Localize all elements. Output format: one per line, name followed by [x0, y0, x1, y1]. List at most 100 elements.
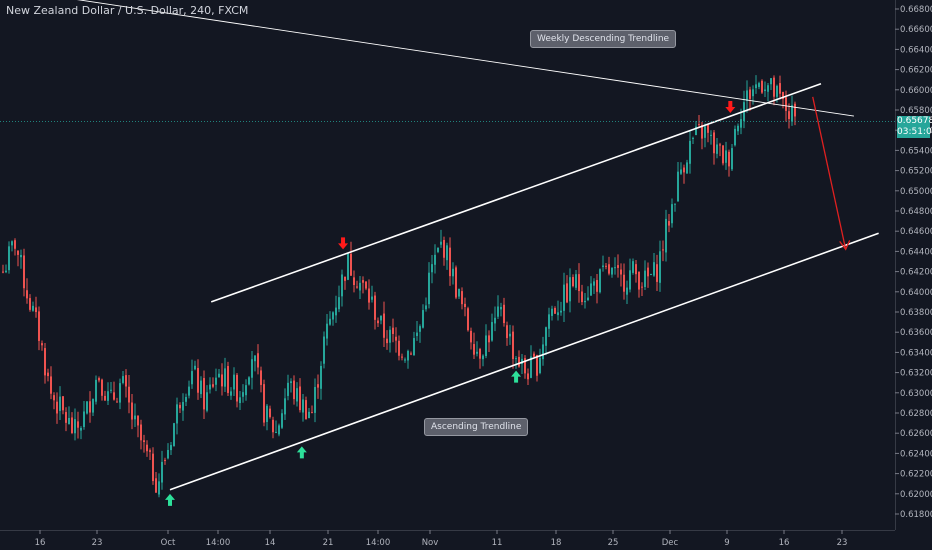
candle-body — [98, 378, 100, 381]
candle-body — [170, 445, 172, 451]
candle-body — [236, 374, 238, 402]
x-tick-label: 16 — [779, 538, 790, 548]
candle-body — [305, 400, 307, 420]
candle-body — [344, 276, 346, 281]
candle-body — [773, 77, 775, 97]
candle-body — [638, 271, 640, 290]
candle-body — [569, 277, 571, 302]
candle-body — [233, 374, 235, 390]
current-price-tag: 0.65678 — [897, 116, 932, 127]
candle-body — [512, 331, 514, 360]
y-tick-label: 0.66800 — [900, 5, 932, 15]
candle-body — [686, 162, 688, 174]
candle-body — [293, 380, 295, 400]
candle-body — [347, 252, 349, 280]
candle-body — [221, 374, 223, 387]
candle-body — [749, 89, 751, 99]
candle-body — [725, 150, 727, 163]
y-tick-label: 0.66400 — [900, 45, 932, 55]
candle-body — [644, 270, 646, 287]
trendlines-layer[interactable] — [5, 0, 879, 491]
candle-body — [104, 395, 106, 401]
x-tick-label: Oct — [161, 538, 176, 548]
candle-body — [665, 218, 667, 253]
candle-body — [731, 148, 733, 170]
candle-body — [65, 412, 67, 423]
candle-body — [515, 358, 517, 360]
candle-body — [290, 381, 292, 384]
candle-body — [617, 265, 619, 268]
descending-trendline-label[interactable]: Weekly Descending Trendline — [530, 30, 677, 48]
x-tick-label: 18 — [551, 538, 562, 548]
candle-body — [587, 297, 589, 301]
candle-body — [59, 396, 61, 411]
candle-body — [608, 264, 610, 274]
candle-body — [38, 311, 40, 341]
candle-body — [497, 306, 499, 317]
candle-body — [272, 419, 274, 433]
candle-body — [5, 270, 7, 273]
y-tick-label: 0.63200 — [900, 369, 932, 379]
candle-body — [146, 444, 148, 452]
candle-body — [83, 411, 85, 427]
x-tick-label: 23 — [837, 538, 848, 548]
candle-body — [521, 358, 523, 365]
candle-body — [554, 308, 556, 314]
candle-body — [545, 327, 547, 346]
candle-body — [56, 401, 58, 414]
candle-body — [89, 401, 91, 413]
y-tick-label: 0.63600 — [900, 328, 932, 338]
y-tick-label: 0.65200 — [900, 167, 932, 177]
y-tick-label: 0.62800 — [900, 409, 932, 419]
x-tick-label: Nov — [422, 538, 439, 548]
candle-body — [194, 365, 196, 370]
candle-body — [455, 267, 457, 298]
candle-body — [722, 145, 724, 164]
y-tick-label: 0.62600 — [900, 429, 932, 439]
candle-body — [698, 124, 700, 126]
candle-body — [311, 412, 313, 414]
candle-body — [503, 304, 505, 324]
price-axis[interactable]: 0.66800 0.66600 0.66400 0.66200 0.66000 0.658… — [895, 5, 932, 520]
y-tick-label: 0.65000 — [900, 187, 932, 197]
candle-body — [29, 298, 31, 310]
candle-body — [635, 264, 637, 275]
candle-body — [137, 415, 139, 426]
candle-body — [380, 315, 382, 321]
candle-body — [326, 323, 328, 339]
y-tick-label: 0.62000 — [900, 490, 932, 500]
candle-body — [53, 395, 55, 401]
candle-body — [431, 264, 433, 273]
candle-body — [764, 89, 766, 91]
candle-body — [449, 247, 451, 277]
candle-body — [356, 286, 358, 288]
candle-body — [92, 399, 94, 413]
candle-body — [161, 461, 163, 483]
time-axis[interactable]: 16 23 Oct 14:00 14 21 14:00 Nov 11 18 25 Dec 9 16 23 — [35, 530, 848, 548]
candle-body — [116, 401, 118, 403]
candle-body — [269, 408, 271, 418]
candle-body — [506, 325, 508, 339]
candle-body — [320, 365, 322, 389]
candle-body — [275, 431, 277, 433]
down-arrow-marker — [725, 100, 736, 113]
y-tick-label: 0.63000 — [900, 389, 932, 399]
candle-body — [407, 350, 409, 361]
candle-body — [374, 295, 376, 320]
candle-body — [68, 417, 70, 425]
candle-body — [677, 171, 679, 202]
candle-body — [650, 274, 652, 276]
candle-body — [149, 450, 151, 452]
candle-body — [755, 84, 757, 89]
candle-body — [209, 384, 211, 390]
ascending-trendline-label[interactable]: Ascending Trendline — [424, 418, 529, 436]
x-tick-label: 14:00 — [366, 538, 391, 548]
candle-body — [35, 307, 37, 313]
y-tick-label: 0.63400 — [900, 348, 932, 358]
candle-body — [647, 267, 649, 277]
candle-body — [437, 247, 439, 252]
candle-body — [767, 85, 769, 92]
candle-body — [524, 358, 526, 374]
candle-body — [323, 336, 325, 364]
